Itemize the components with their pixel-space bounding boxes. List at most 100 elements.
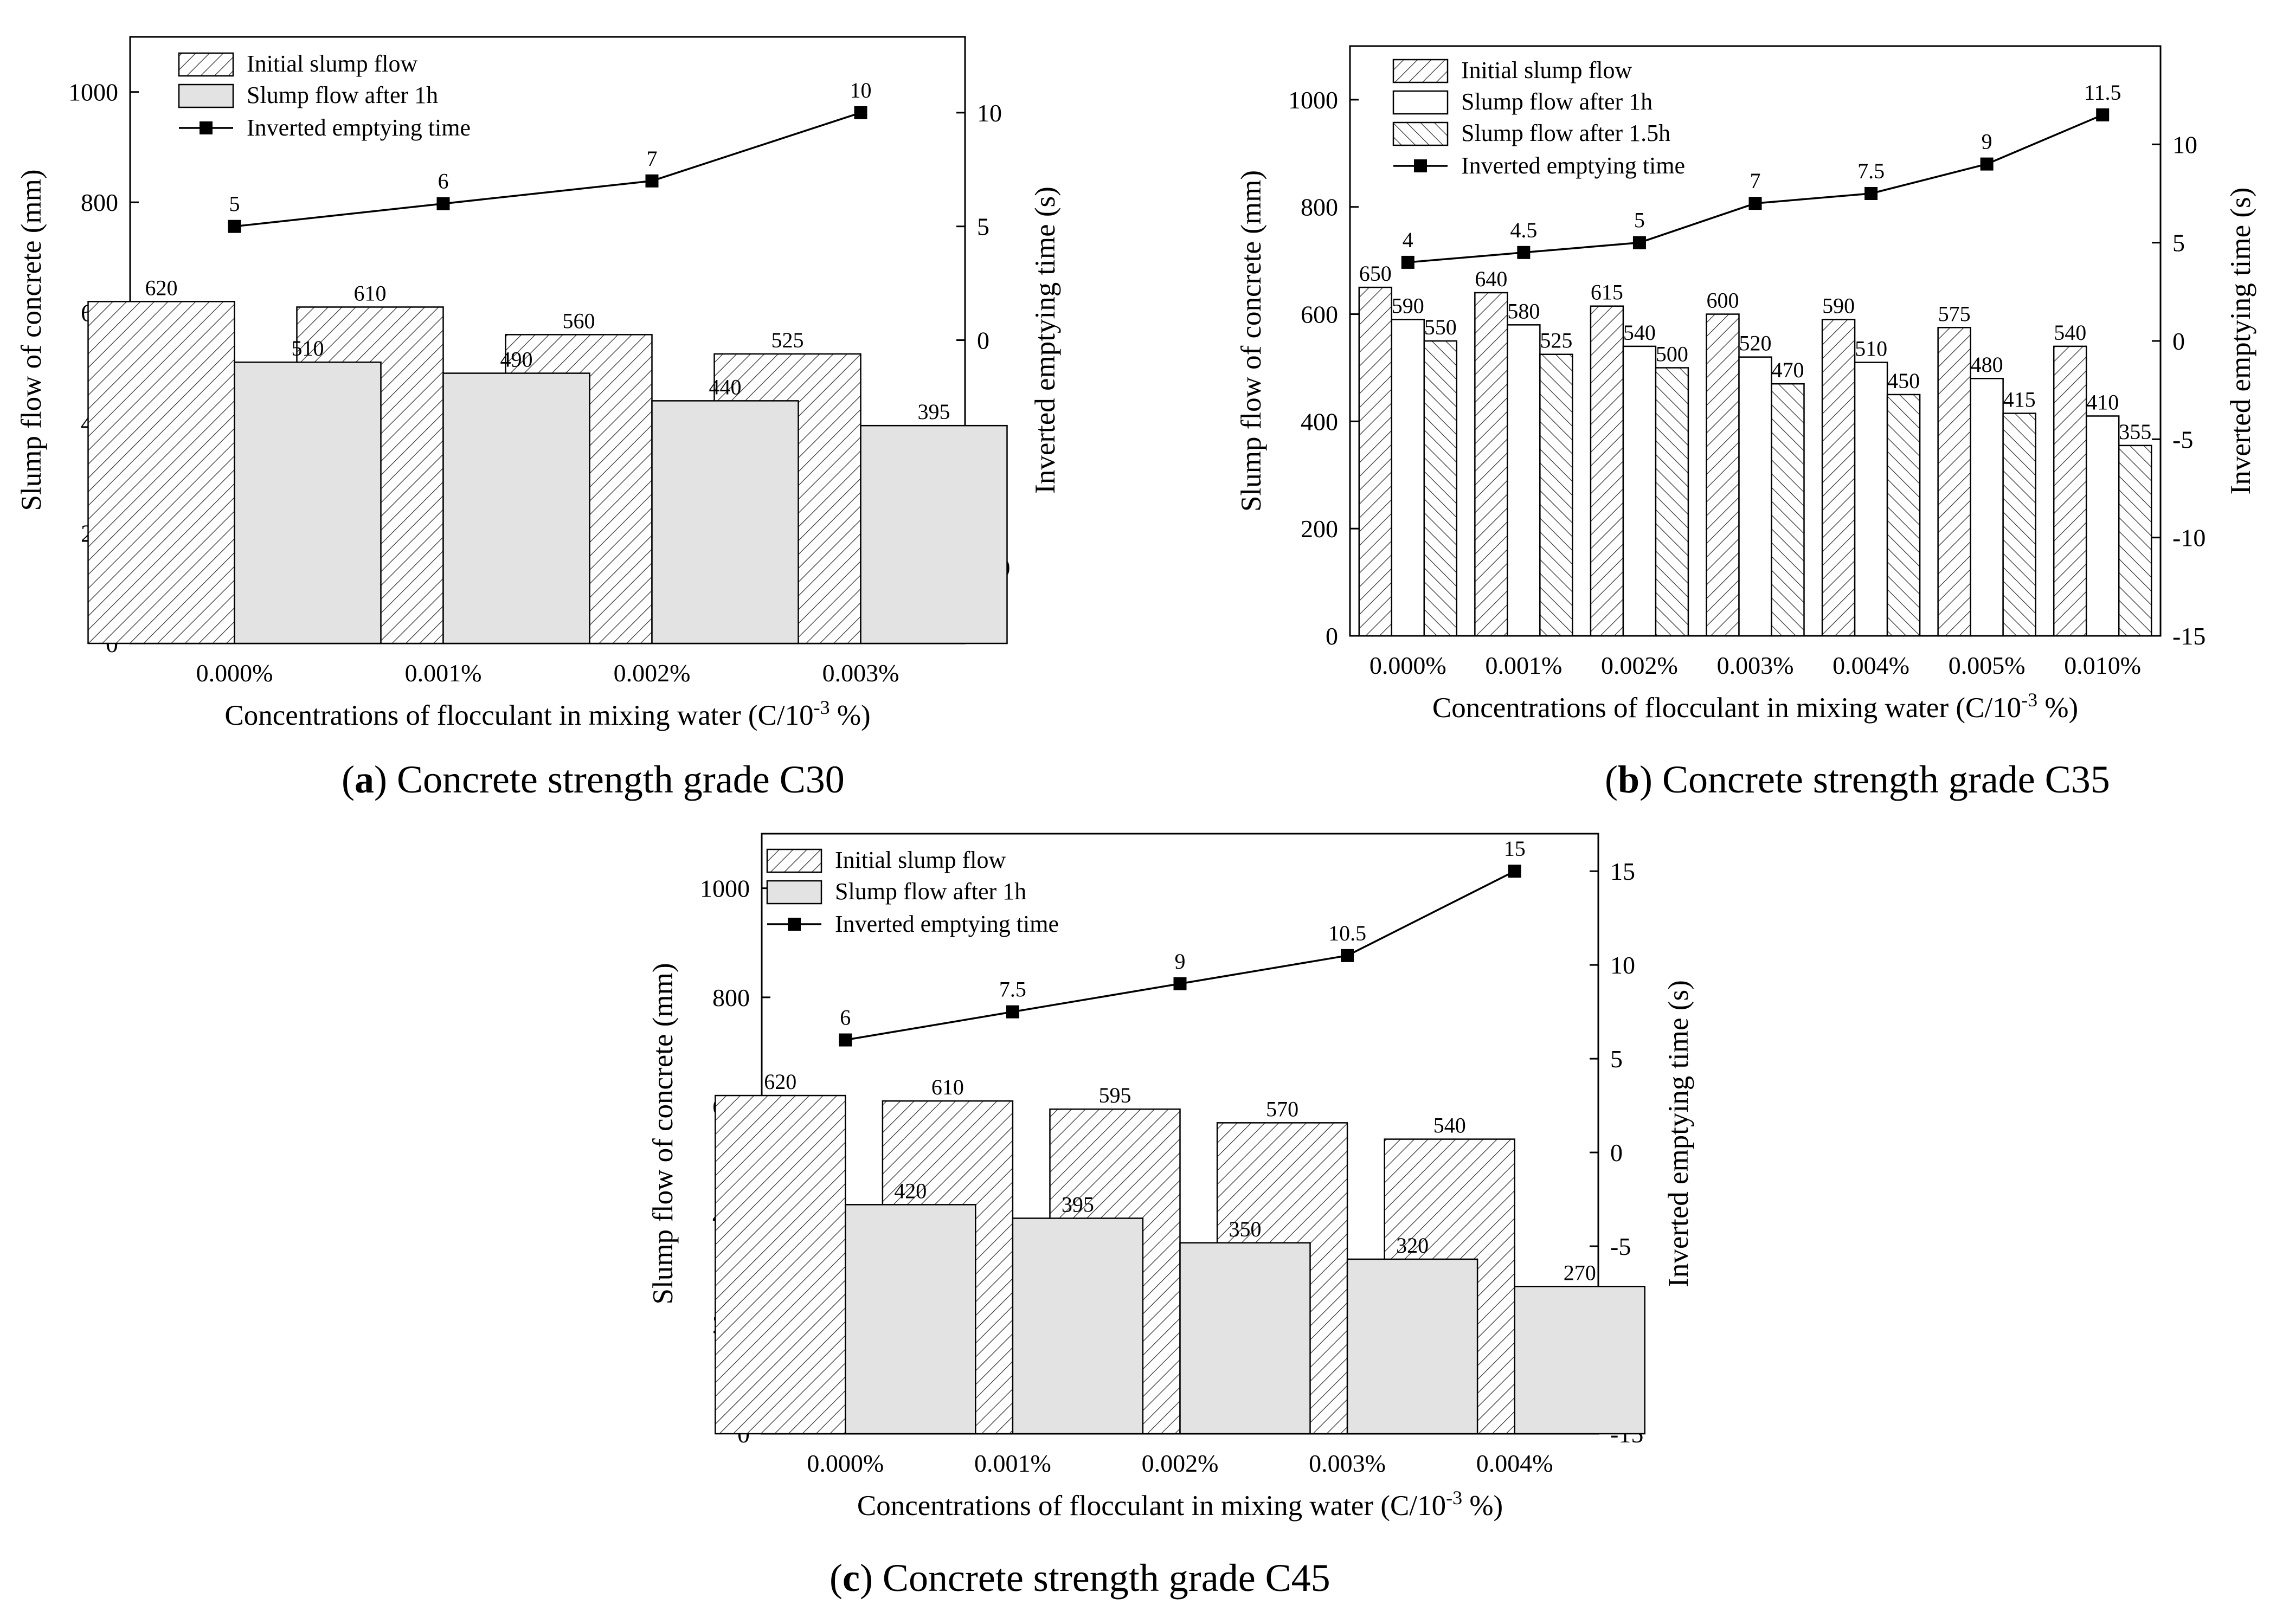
y2-tick-label: 5 (1610, 1045, 1623, 1073)
bar-value-label: 570 (1266, 1097, 1298, 1121)
line-point-label: 7 (647, 146, 658, 171)
bar-value-label: 480 (1971, 352, 2003, 377)
bar-a-s1-0 (234, 361, 382, 645)
bar-value-label: 450 (1887, 369, 1920, 393)
legend-label: Slump flow after 1h (1461, 88, 1653, 115)
bar-a-s0-0 (87, 301, 235, 645)
legend-label: Initial slump flow (1461, 57, 1632, 83)
y-tick-label: 800 (712, 984, 750, 1011)
line-point-label: 6 (438, 169, 449, 194)
line-point (1632, 236, 1646, 249)
legend-marker (788, 918, 801, 931)
legend-label: Initial slump flow (247, 50, 418, 77)
bar-value-label: 520 (1739, 331, 1772, 356)
y2-tick-label: 0 (1610, 1139, 1623, 1167)
bar-b-s0-4 (1821, 319, 1856, 637)
bar-value-label: 615 (1591, 280, 1623, 305)
line-point-label: 7.5 (1857, 159, 1885, 183)
line-point (1401, 255, 1414, 269)
bar-a-s1-1 (442, 372, 590, 645)
y2-axis-label: Inverted emptying time (s) (2225, 188, 2256, 495)
line-point-label: 4 (1403, 228, 1413, 252)
line-point-label: 10.5 (1328, 921, 1366, 945)
line-point (1748, 197, 1762, 210)
bar-value-label: 270 (1564, 1260, 1596, 1285)
line-point-label: 7 (1750, 169, 1761, 193)
bar-value-label: 525 (1540, 328, 1572, 353)
line-point-label: 9 (1175, 949, 1186, 974)
x-tick-label: 0.001% (405, 659, 482, 687)
line-point-label: 4.5 (1510, 218, 1537, 242)
line-point-label: 7.5 (999, 977, 1026, 1002)
y2-tick-label: -10 (2172, 524, 2206, 552)
bar-value-label: 640 (1475, 267, 1507, 291)
bar-value-label: 350 (1229, 1217, 1262, 1241)
x-tick-label: 0.002% (1142, 1449, 1219, 1477)
bar-value-label: 525 (771, 328, 804, 352)
line-point (854, 106, 867, 119)
bar-b-s2-4 (1886, 394, 1921, 637)
y-tick-label: 0 (1326, 622, 1338, 650)
line-point-label: 10 (850, 78, 872, 102)
legend-swatch (1392, 121, 1449, 146)
line-point (839, 1033, 852, 1047)
legend-swatch (766, 848, 822, 873)
bar-c-s1-0 (845, 1204, 976, 1435)
bar-b-s2-3 (1771, 383, 1805, 637)
x-tick-label: 0.001% (974, 1449, 1051, 1477)
bar-value-label: 590 (1392, 293, 1424, 318)
bar-b-s0-6 (2053, 345, 2087, 637)
bar-b-s1-4 (1854, 362, 1888, 637)
y-axis-label: Slump flow of concrete (mm) (1236, 170, 1267, 512)
legend-label: Inverted emptying time (247, 114, 471, 141)
line-point (2096, 108, 2110, 121)
bar-b-s1-6 (2085, 415, 2120, 637)
line-point-label: 15 (1504, 836, 1526, 861)
legend-marker (200, 121, 213, 134)
bar-value-label: 590 (1822, 293, 1855, 318)
bar-value-label: 420 (894, 1178, 927, 1203)
bar-value-label: 320 (1396, 1233, 1429, 1258)
bar-value-label: 595 (1099, 1083, 1131, 1107)
y-tick-label: 200 (1301, 515, 1338, 543)
y-tick-label: 600 (1301, 301, 1338, 328)
line-point (1864, 187, 1878, 200)
bar-a-s1-3 (860, 424, 1008, 645)
bar-value-label: 395 (918, 399, 950, 424)
bar-value-label: 550 (1424, 315, 1457, 339)
y-tick-label: 400 (1301, 408, 1338, 435)
legend-label: Inverted emptying time (1461, 152, 1685, 179)
bar-c-s1-1 (1012, 1217, 1144, 1435)
legend-marker (1414, 159, 1427, 172)
bar-b-s2-2 (1655, 367, 1689, 637)
bar-b-s0-5 (1937, 327, 1971, 637)
y2-axis-label: Inverted emptying time (s) (1030, 186, 1061, 494)
bar-value-label: 355 (2119, 420, 2151, 444)
y2-tick-label: -5 (2172, 426, 2193, 453)
x-tick-label: 0.002% (614, 659, 691, 687)
y2-tick-label: 10 (1610, 951, 1635, 979)
y2-tick-label: 0 (977, 327, 989, 355)
bar-b-s1-3 (1738, 356, 1772, 637)
bar-c-s1-4 (1514, 1286, 1645, 1435)
bar-value-label: 510 (1855, 337, 1887, 361)
bar-b-s2-6 (2118, 444, 2152, 637)
y2-tick-label: -15 (2172, 622, 2206, 650)
line-point-label: 11.5 (2084, 80, 2121, 105)
legend-swatch (766, 880, 822, 905)
x-tick-label: 0.003% (822, 659, 899, 687)
bar-b-s1-0 (1391, 319, 1425, 637)
bar-value-label: 540 (2054, 320, 2086, 345)
legend-swatch (1392, 90, 1449, 115)
x-tick-label: 0.002% (1601, 652, 1678, 679)
bar-value-label: 610 (931, 1075, 964, 1099)
x-tick-label: 0.004% (1833, 652, 1909, 679)
bar-value-label: 395 (1062, 1192, 1094, 1216)
bar-value-label: 600 (1707, 288, 1739, 313)
y2-tick-label: 5 (977, 213, 989, 241)
bar-value-label: 540 (1433, 1113, 1466, 1138)
x-axis-label: Concentrations of flocculant in mixing w… (857, 1487, 1503, 1522)
bar-b-s0-1 (1474, 292, 1508, 637)
y2-tick-label: 0 (2172, 327, 2185, 355)
